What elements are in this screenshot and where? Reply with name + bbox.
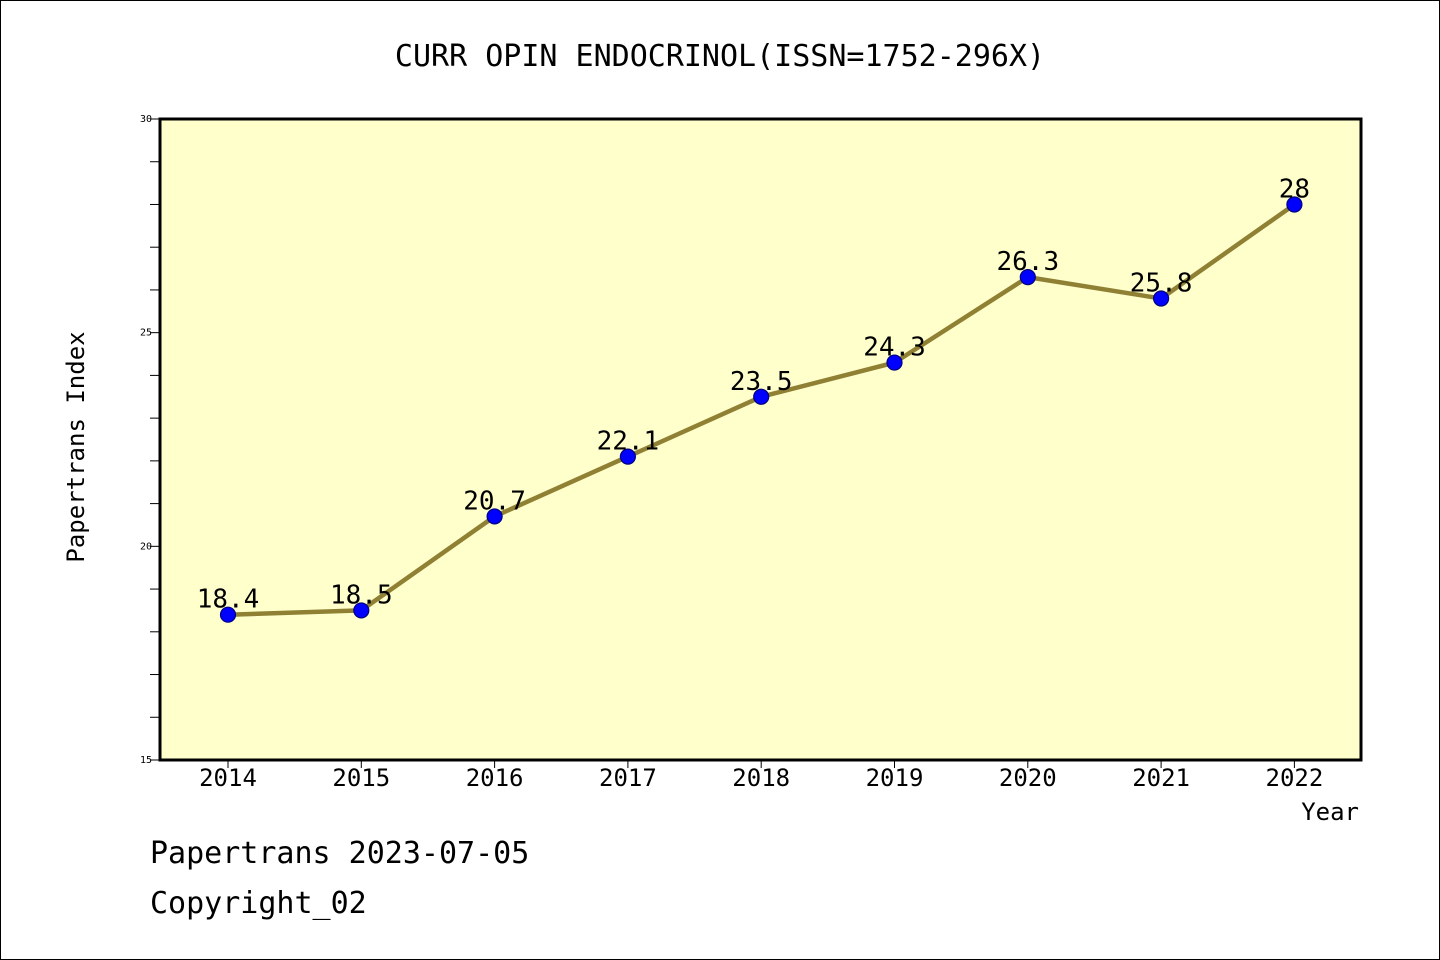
data-point xyxy=(1286,196,1303,213)
x-tick-label: 2022 xyxy=(1266,764,1324,792)
x-tick-label: 2015 xyxy=(332,764,390,792)
y-tick-label: 25 xyxy=(140,328,152,339)
data-label: 20.7 xyxy=(463,486,526,516)
x-tick-label: 2019 xyxy=(866,764,924,792)
x-tick-label: 2014 xyxy=(199,764,257,792)
data-label: 26.3 xyxy=(996,247,1059,277)
x-axis-label: Year xyxy=(1301,798,1359,826)
data-point xyxy=(486,508,503,525)
data-label: 18.4 xyxy=(197,585,260,615)
data-label: 23.5 xyxy=(730,367,793,397)
chart-title: CURR OPIN ENDOCRINOL(ISSN=1752-296X) xyxy=(395,39,1045,74)
plot-area xyxy=(158,117,1363,762)
x-tick-label: 2017 xyxy=(599,764,657,792)
data-point xyxy=(619,448,637,465)
data-label: 18.5 xyxy=(330,580,393,610)
data-point xyxy=(886,354,903,371)
data-point xyxy=(753,388,770,405)
data-points-group xyxy=(219,196,1303,623)
x-tick-label: 2021 xyxy=(1132,764,1190,792)
footer-copyright: Copyright_02 xyxy=(150,886,367,921)
x-axis-ticks: 2014 2015 2016 2017 2018 2019 2020 2021 2022 xyxy=(199,760,1323,792)
x-tick-label: 2018 xyxy=(732,764,790,792)
data-label: 22.1 xyxy=(597,427,660,457)
y-tick-label: 30 xyxy=(140,114,152,125)
y-tick-label: 15 xyxy=(140,755,152,766)
y-tick-label: 20 xyxy=(140,541,152,552)
x-tick-label: 2020 xyxy=(999,764,1057,792)
data-label: 24.3 xyxy=(863,333,926,363)
y-axis-label: Papertrans Index xyxy=(62,331,90,562)
data-labels-group: 18.4 18.5 20.7 22.1 23.5 24.3 26.3 25.8 28 xyxy=(197,174,1310,614)
data-point xyxy=(353,602,370,619)
x-tick-label: 2016 xyxy=(466,764,524,792)
data-label: 25.8 xyxy=(1130,268,1193,298)
footer-source: Papertrans 2023-07-05 xyxy=(150,836,530,871)
data-point xyxy=(1019,269,1036,286)
data-point xyxy=(219,606,237,623)
y-axis-ticks: 15 20 25 30 xyxy=(140,114,160,766)
data-label: 28 xyxy=(1279,174,1310,204)
data-point xyxy=(1152,290,1170,307)
